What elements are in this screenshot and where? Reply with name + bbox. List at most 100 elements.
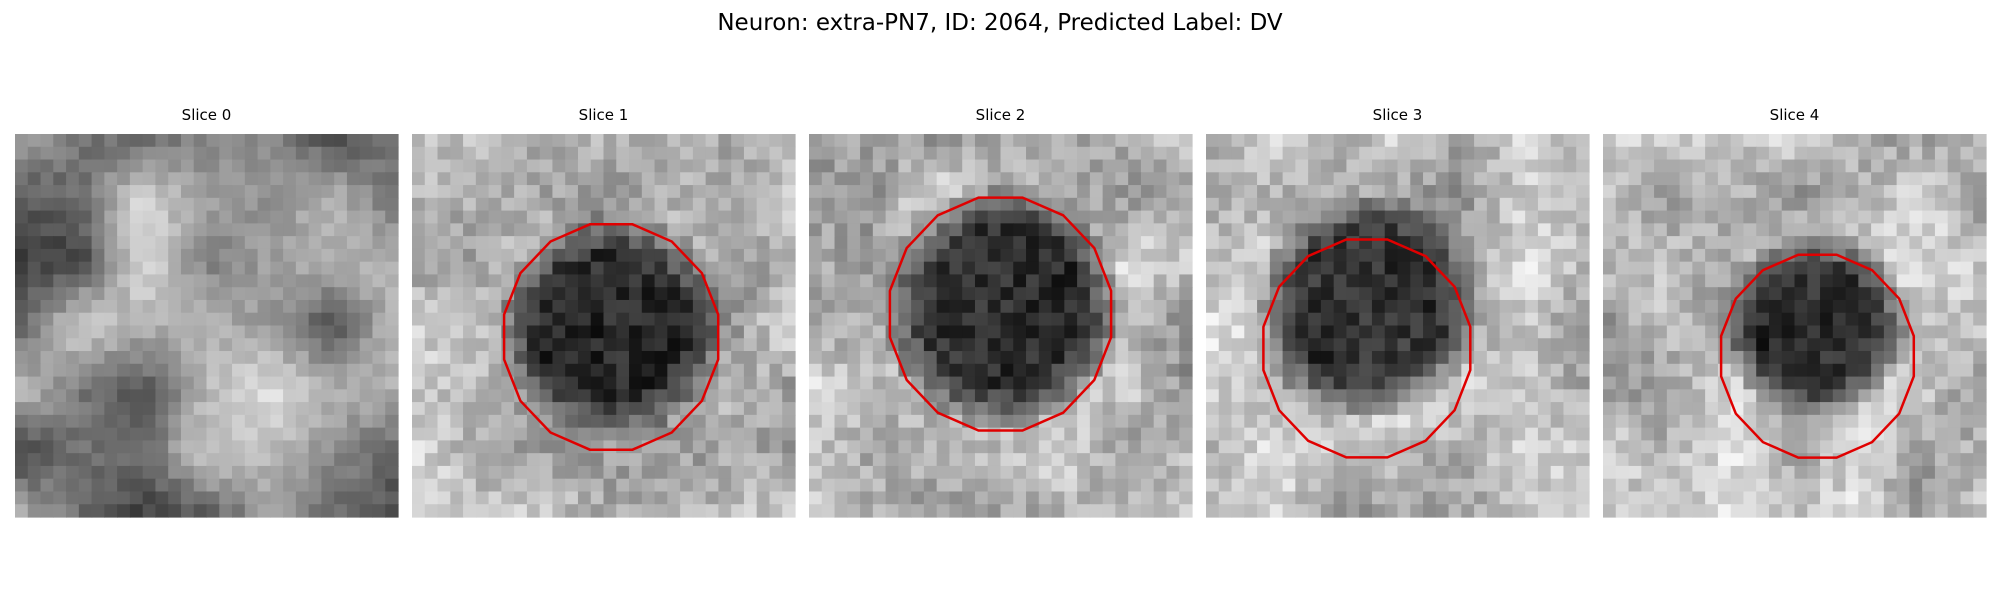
pixel [1179,185,1193,199]
pixel [821,274,836,288]
pixel [1371,236,1386,250]
pixel [53,453,67,467]
pixel [1960,223,1974,237]
pixel [142,402,157,416]
pixel [1013,414,1027,429]
pixel [1717,440,1732,454]
pixel [1807,363,1821,378]
pixel [1896,427,1910,441]
pixel [1359,299,1373,314]
pixel [962,261,976,276]
pixel [1166,351,1180,365]
pixel [1282,478,1296,493]
pixel [1320,134,1335,148]
pixel [372,197,386,212]
pixel [1384,363,1399,378]
pixel [206,236,220,250]
pixel [1576,351,1590,365]
pixel [129,389,144,403]
pixel [15,236,29,250]
pixel [654,197,668,212]
pixel [1603,236,1617,250]
pixel [692,325,707,339]
pixel [1128,134,1142,148]
pixel [142,363,157,378]
pixel [603,287,617,301]
pixel [847,440,861,454]
pixel [168,261,182,276]
pixel [1909,197,1923,212]
pixel [1692,274,1706,288]
pixel [1768,504,1783,518]
pixel [616,414,630,429]
pixel [898,134,912,148]
pixel [1282,440,1296,454]
pixel [412,363,426,378]
pixel [1102,261,1116,276]
pixel [1051,236,1065,250]
pixel [1308,363,1322,378]
pixel [1756,504,1770,518]
pixel [769,465,783,480]
pixel [412,351,426,365]
pixel [1512,325,1526,339]
pixel [1333,159,1348,173]
pixel [1641,172,1655,186]
pixel [1563,197,1577,212]
pixel [155,134,169,148]
pixel [257,274,271,288]
pixel [1218,478,1233,493]
pixel [104,185,118,199]
pixel [1858,236,1872,250]
pixel [1654,134,1668,148]
pixel [974,274,989,288]
pixel [667,491,681,505]
pixel [359,389,374,403]
pixel [346,146,361,161]
pixel [321,491,335,505]
pixel [501,146,515,161]
pixel [1166,248,1180,263]
pixel [1013,504,1027,518]
pixel [27,210,42,224]
pixel [987,402,1002,416]
pixel [1448,453,1462,467]
pixel [1308,210,1322,224]
pixel [1743,465,1757,480]
pixel [1320,414,1335,429]
pixel [1628,287,1642,301]
pixel [1038,440,1053,454]
pixel [1730,274,1745,288]
pixel [641,465,656,480]
pixel [847,504,861,518]
pixel [552,465,566,480]
pixel [501,185,515,199]
pixel [987,134,1002,148]
pixel [1013,248,1027,263]
pixel [1218,159,1233,173]
pixel [424,478,439,493]
pixel [437,491,451,505]
pixel [987,312,1002,327]
pixel [731,478,745,493]
pixel [514,351,528,365]
pixel [936,491,951,505]
pixel [1166,146,1180,161]
pixel [155,427,169,441]
contour [888,196,1113,432]
pixel [949,172,963,186]
pixel [321,427,335,441]
pixel [1320,491,1335,505]
pixel [1794,146,1808,161]
pixel [488,197,502,212]
pixel [270,478,284,493]
pixel [552,351,566,365]
pixel [1858,299,1872,314]
pixel [1537,427,1552,441]
pixel [53,465,67,480]
pixel [872,248,887,263]
pixel [809,274,823,288]
pixel [1320,504,1335,518]
pixel [1960,146,1974,161]
pixel [168,287,182,301]
